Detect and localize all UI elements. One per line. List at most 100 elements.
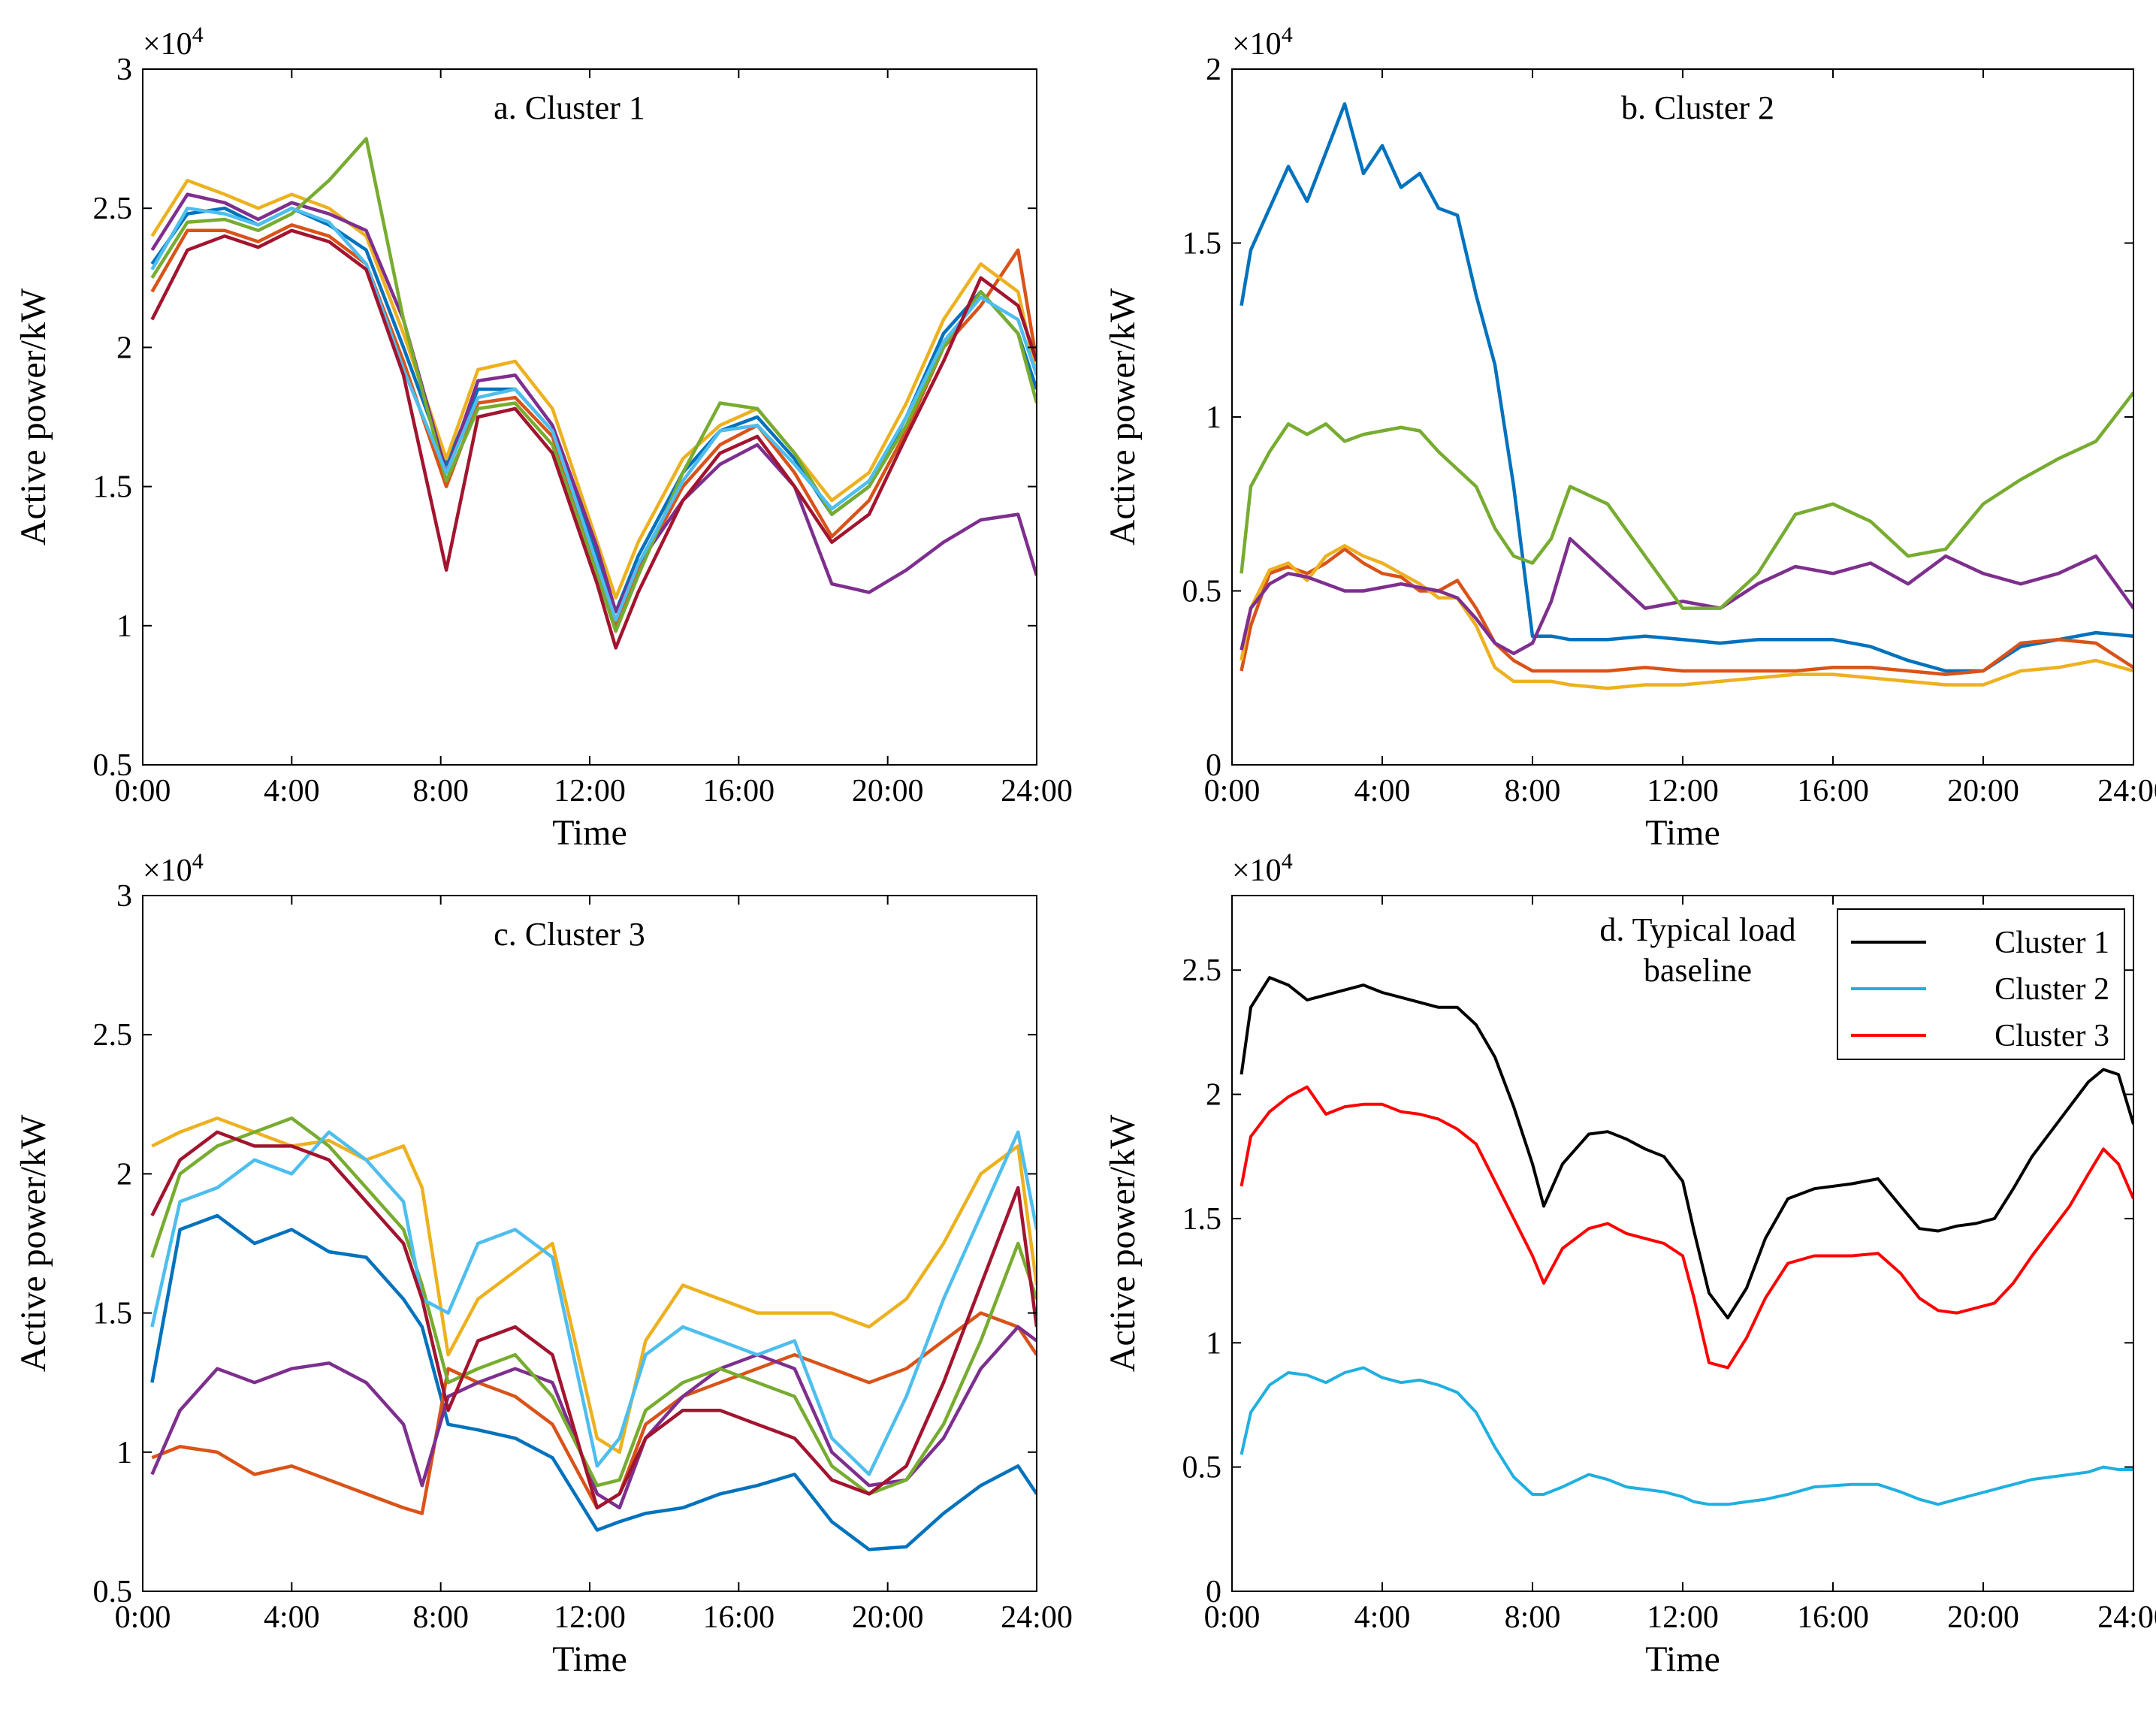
series-line-1 <box>1240 102 2133 673</box>
x-axis-label: Time <box>552 813 627 853</box>
x-tick-label: 24:00 <box>2097 774 2156 808</box>
series-line-3 <box>150 178 1037 600</box>
x-tick-label: 12:00 <box>1647 1600 1719 1635</box>
series-line-2 <box>1240 1366 2133 1506</box>
x-tick-label: 4:00 <box>264 1600 320 1635</box>
panel-d: 0:00 4:00 8:00 12:00 16:00 20:00 24:00 0 0.5 1 1.5… <box>1103 849 2156 1679</box>
series-line-7 <box>150 228 1037 650</box>
panel-b: 0:00 4:00 8:00 12:00 16:00 20:00 24:00 0 0.5 1 1.5… <box>1103 23 2156 853</box>
y-tick-label: 3 <box>116 53 132 87</box>
y-axis-label: Active power/kW <box>14 1114 53 1372</box>
x-tick-label: 0:00 <box>115 1600 171 1635</box>
y-tick-label: 2 <box>1206 1078 1221 1113</box>
y-tick-label: 0.5 <box>93 1575 133 1609</box>
x-tick-label: 20:00 <box>1947 1600 2019 1635</box>
exponent-label: ×104 <box>1232 849 1293 888</box>
y-tick-label: 2.5 <box>93 192 133 226</box>
y-tick-label: 1 <box>116 609 132 644</box>
series-line-6 <box>150 1130 1037 1476</box>
y-tick-label: 0 <box>1206 748 1221 783</box>
x-axis-label: Time <box>1645 813 1720 853</box>
x-axis-label: Time <box>1645 1639 1720 1679</box>
x-tick-label: 4:00 <box>1354 774 1411 808</box>
y-tick-label: 0.5 <box>1182 1451 1222 1485</box>
y-tick-label: 2 <box>1206 53 1221 87</box>
x-tick-label: 24:00 <box>1001 1600 1073 1635</box>
x-tick-label: 8:00 <box>1505 774 1561 808</box>
series-line-2 <box>1240 547 2133 676</box>
x-tick-label: 16:00 <box>1797 774 1869 808</box>
series-line-3 <box>151 1116 1037 1455</box>
series-line-5 <box>1240 391 2133 610</box>
y-tick-label: 0.5 <box>93 748 133 783</box>
series-line-3 <box>1240 1085 2133 1370</box>
series-group <box>150 1116 1037 1551</box>
x-tick-label: 0:00 <box>1204 774 1261 808</box>
x-tick-label: 20:00 <box>852 1600 924 1635</box>
x-tick-label: 20:00 <box>852 774 924 808</box>
legend: Cluster 1 Cluster 2 Cluster 3 <box>1837 908 2125 1060</box>
y-tick-label: 0.5 <box>1182 575 1222 609</box>
panel-title: c. Cluster 3 <box>494 916 645 953</box>
y-tick-label: 1 <box>1206 400 1221 435</box>
series-group <box>150 137 1037 650</box>
x-tick-label: 8:00 <box>412 774 469 808</box>
y-tick-label: 1.5 <box>93 470 133 505</box>
y-tick-label: 2.5 <box>1182 953 1222 988</box>
x-axis-label: Time <box>552 1639 627 1679</box>
series-line-1 <box>150 1213 1037 1551</box>
series-line-7 <box>150 1130 1037 1510</box>
series-group <box>1240 102 2133 690</box>
series-line-6 <box>150 206 1037 622</box>
x-tick-label: 4:00 <box>1354 1600 1411 1635</box>
y-tick-label: 2.5 <box>93 1018 133 1053</box>
series-line-1 <box>1240 976 2133 1320</box>
series-group <box>1240 976 2133 1506</box>
exponent-label: ×104 <box>1232 23 1293 62</box>
legend-label: Cluster 1 <box>1994 926 2109 960</box>
x-tick-label: 0:00 <box>1204 1600 1261 1635</box>
x-tick-label: 4:00 <box>264 774 320 808</box>
series-line-5 <box>150 137 1037 633</box>
y-tick-label: 1.5 <box>1182 1202 1222 1237</box>
x-tick-label: 16:00 <box>702 774 775 808</box>
y-tick-label: 3 <box>116 879 132 914</box>
y-tick-label: 2 <box>116 1157 132 1192</box>
x-tick-label: 0:00 <box>115 774 171 808</box>
series-line-3 <box>1240 544 2133 690</box>
legend-label: Cluster 2 <box>1994 972 2109 1007</box>
x-tick-label: 12:00 <box>554 774 626 808</box>
x-tick-label: 24:00 <box>1001 774 1073 808</box>
legend-label: Cluster 3 <box>1994 1019 2109 1053</box>
x-tick-label: 20:00 <box>1947 774 2019 808</box>
panel-a: 0:00 4:00 8:00 12:00 16:00 20:00 24:00 0.5 1 1.5 2… <box>14 23 1073 853</box>
x-tick-label: 16:00 <box>702 1600 775 1635</box>
y-axis-label: Active power/kW <box>14 288 53 545</box>
panel-c: 0:00 4:00 8:00 12:00 16:00 20:00 24:00 0.5 1 1.5 2… <box>14 849 1073 1679</box>
series-line-5 <box>150 1116 1037 1496</box>
x-tick-label: 8:00 <box>1505 1600 1561 1635</box>
y-tick-label: 1.5 <box>93 1297 133 1331</box>
y-axis-label: Active power/kW <box>1103 288 1143 545</box>
y-tick-label: 1 <box>116 1436 132 1470</box>
panel-title: d. Typical load <box>1599 911 1795 948</box>
x-tick-label: 12:00 <box>1647 774 1719 808</box>
y-tick-label: 2 <box>116 331 132 365</box>
exponent-label: ×104 <box>143 849 204 888</box>
exponent-label: ×104 <box>143 23 204 62</box>
x-tick-label: 12:00 <box>554 1600 626 1635</box>
panel-title: a. Cluster 1 <box>494 89 645 126</box>
x-tick-label: 16:00 <box>1797 1600 1869 1635</box>
series-line-4 <box>150 1325 1037 1510</box>
x-tick-label: 8:00 <box>412 1600 469 1635</box>
panel-title-line2: baseline <box>1644 952 1752 989</box>
y-axis-label: Active power/kW <box>1103 1114 1143 1372</box>
y-tick-label: 1.5 <box>1182 227 1222 261</box>
x-tick-label: 24:00 <box>2097 1600 2156 1635</box>
panel-title: b. Cluster 2 <box>1621 89 1774 126</box>
series-line-2 <box>150 223 1037 628</box>
series-line-4 <box>150 192 1037 614</box>
y-tick-label: 1 <box>1206 1326 1221 1361</box>
y-tick-label: 0 <box>1206 1575 1221 1609</box>
